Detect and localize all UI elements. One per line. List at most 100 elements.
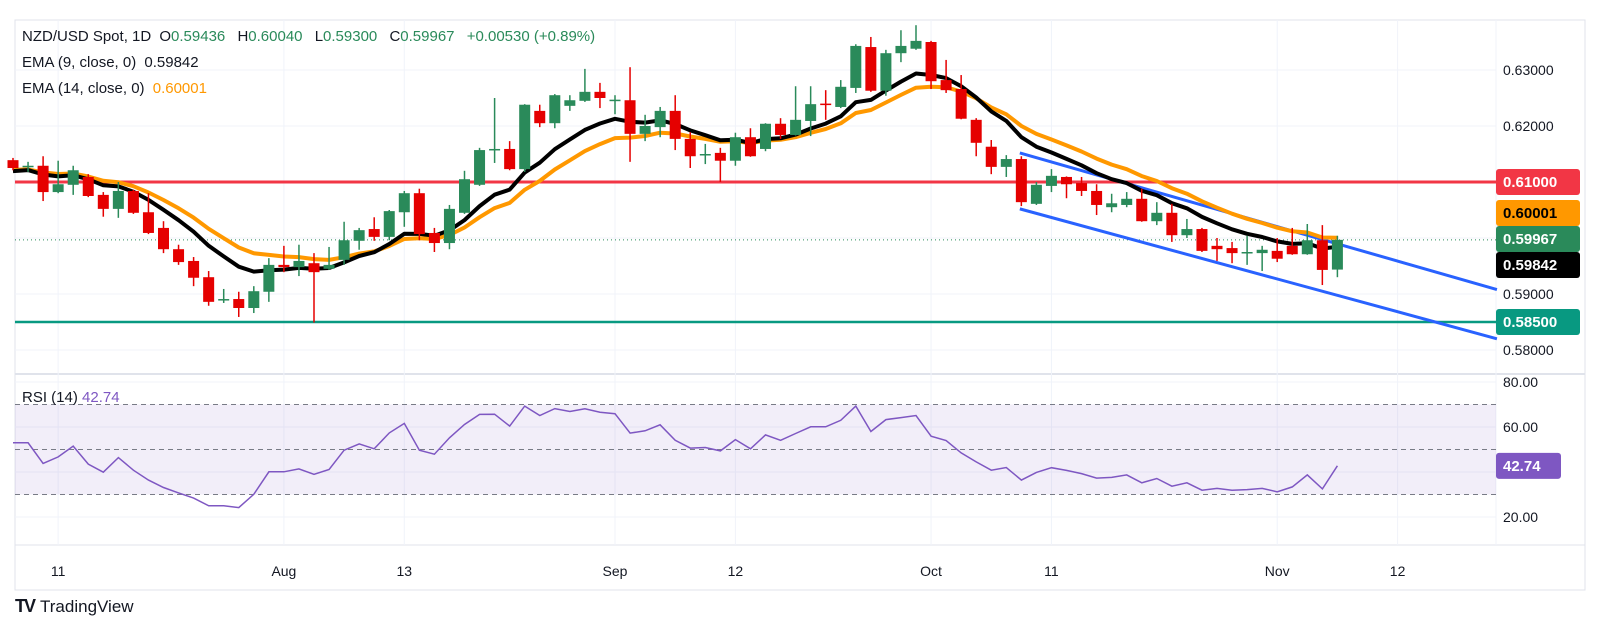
candle-body bbox=[188, 260, 200, 278]
candle bbox=[37, 156, 49, 202]
candle-body bbox=[1256, 249, 1268, 254]
time-tick-label: 11 bbox=[1044, 563, 1059, 579]
candle bbox=[323, 246, 335, 270]
candle bbox=[669, 95, 681, 151]
candle-body bbox=[1045, 175, 1057, 186]
price-tag-text: 0.61000 bbox=[1503, 174, 1557, 191]
candle bbox=[127, 189, 139, 214]
candle bbox=[1076, 176, 1088, 196]
price-tag: 0.59842 bbox=[1496, 252, 1580, 278]
candle-body bbox=[1301, 240, 1313, 255]
open-value: 0.59436 bbox=[171, 28, 226, 45]
candle bbox=[699, 143, 711, 165]
candle-body bbox=[158, 227, 169, 250]
rsi-tick-label: 20.00 bbox=[1503, 509, 1538, 525]
symbol-legend: NZD/USD Spot, 1D O0.59436 H0.60040 L0.59… bbox=[22, 28, 599, 45]
candle bbox=[7, 157, 19, 171]
price-tag: 0.61000 bbox=[1496, 169, 1580, 195]
candle bbox=[353, 227, 365, 250]
candle-body bbox=[173, 249, 185, 263]
candle bbox=[1000, 155, 1012, 177]
ema9-value: 0.59842 bbox=[144, 54, 199, 71]
candle bbox=[293, 244, 305, 277]
time-tick-label: Sep bbox=[603, 563, 628, 579]
price-tag-bg bbox=[1496, 226, 1580, 252]
price-tag: 0.60001 bbox=[1496, 200, 1580, 226]
candle-body bbox=[895, 45, 907, 54]
candle bbox=[1045, 169, 1057, 193]
candle-body bbox=[639, 126, 651, 134]
time-tick-label: Oct bbox=[920, 563, 942, 579]
candle-body bbox=[489, 148, 501, 151]
candle-body bbox=[504, 148, 516, 170]
candle bbox=[820, 90, 832, 120]
rsi-value-tag-text: 42.74 bbox=[1503, 458, 1541, 475]
candle bbox=[278, 245, 290, 273]
candle-body bbox=[67, 170, 79, 185]
candle-body bbox=[654, 110, 666, 128]
candle bbox=[1181, 218, 1193, 238]
ema9-label: EMA (9, close, 0) bbox=[22, 54, 137, 71]
candle-body bbox=[1106, 203, 1118, 208]
open-label: O bbox=[159, 28, 172, 45]
candle bbox=[67, 165, 79, 195]
candle-body bbox=[1121, 198, 1133, 205]
candle-body bbox=[443, 208, 455, 244]
candle-body bbox=[142, 212, 154, 233]
candle-body bbox=[308, 263, 320, 273]
candle-body bbox=[1241, 252, 1253, 254]
tradingview-branding[interactable]: TV TradingView bbox=[15, 596, 134, 617]
candle-body bbox=[353, 230, 365, 241]
candle bbox=[1271, 238, 1283, 263]
candle-body bbox=[1000, 159, 1012, 167]
low-value: 0.59300 bbox=[323, 28, 378, 45]
candle bbox=[925, 40, 937, 90]
candle-body bbox=[112, 190, 124, 209]
candle-body bbox=[1166, 212, 1178, 236]
change-value: +0.00530 (+0.89%) bbox=[466, 28, 596, 45]
candle bbox=[1286, 227, 1298, 255]
candle bbox=[955, 75, 967, 120]
candle-body bbox=[22, 165, 34, 168]
ema9-legend[interactable]: EMA (9, close, 0) 0.59842 bbox=[22, 54, 203, 71]
candle bbox=[609, 95, 621, 115]
rsi-legend[interactable]: RSI (14) 42.74 bbox=[22, 389, 120, 406]
candle-body bbox=[37, 165, 49, 193]
price-tag: 0.58500 bbox=[1496, 309, 1580, 335]
candle-body bbox=[398, 193, 410, 213]
candle bbox=[895, 30, 907, 63]
candle bbox=[1241, 235, 1253, 265]
candle bbox=[22, 161, 34, 172]
candle-body bbox=[383, 211, 395, 237]
candle-body bbox=[609, 99, 621, 102]
candle-body bbox=[203, 277, 215, 302]
candle bbox=[1316, 225, 1328, 286]
price-tag-text: 0.58500 bbox=[1503, 314, 1557, 331]
close-label: C bbox=[389, 28, 401, 45]
candle bbox=[1196, 227, 1208, 252]
chart-frame bbox=[14, 19, 1586, 591]
candle bbox=[413, 188, 425, 241]
candle bbox=[489, 98, 501, 163]
candle-body bbox=[534, 110, 546, 124]
rsi-line bbox=[13, 404, 1339, 509]
ema14-legend[interactable]: EMA (14, close, 0) 0.60001 bbox=[22, 80, 211, 97]
tradingview-brand: TradingView bbox=[40, 596, 134, 616]
candle bbox=[790, 86, 802, 136]
candle-body bbox=[699, 154, 711, 156]
candle-body bbox=[127, 190, 139, 213]
candle-body bbox=[1181, 229, 1193, 236]
time-tick-label: 11 bbox=[51, 563, 66, 579]
time-tick-label: 13 bbox=[397, 563, 413, 579]
candle bbox=[142, 193, 154, 235]
candle-body bbox=[835, 86, 847, 107]
candle bbox=[639, 114, 651, 142]
candle bbox=[729, 132, 741, 166]
candle-body bbox=[248, 291, 260, 308]
candle-body bbox=[218, 299, 230, 301]
candle-body bbox=[805, 104, 817, 121]
high-value: 0.60040 bbox=[248, 28, 303, 45]
candle bbox=[519, 104, 531, 172]
price-tag-bg bbox=[1496, 200, 1580, 226]
